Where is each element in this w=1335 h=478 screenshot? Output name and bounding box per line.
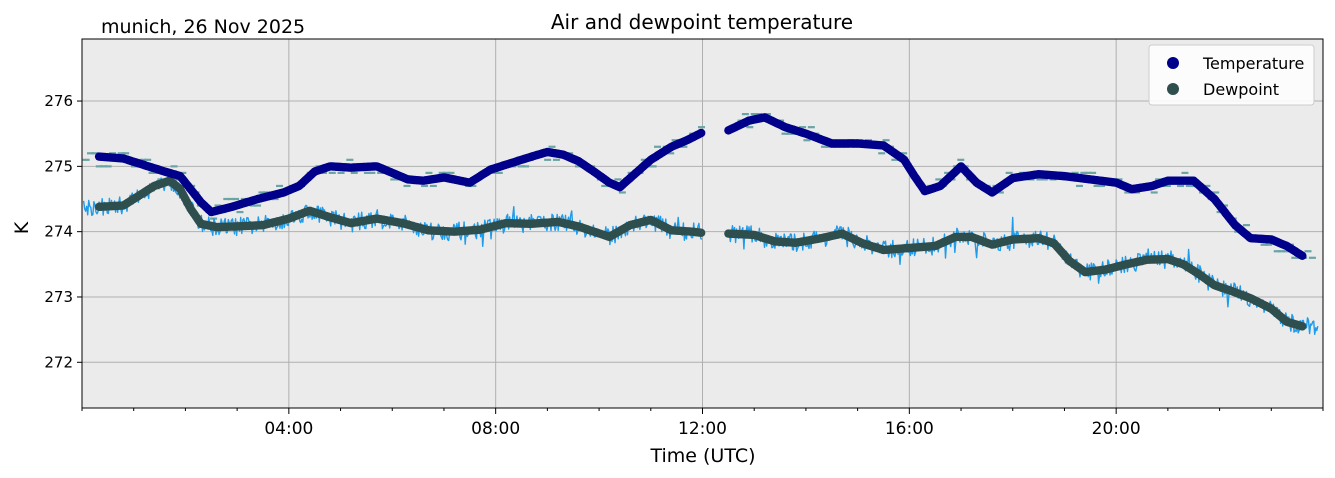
legend-label-temperature: Temperature: [1202, 54, 1304, 73]
dewpoint-point: [697, 228, 706, 237]
temperature-point: [697, 128, 706, 138]
temperature-point: [1298, 251, 1307, 261]
y-tick-label: 275: [44, 157, 73, 175]
legend: Temperature Dewpoint: [1148, 44, 1315, 106]
x-tick-label: 16:00: [885, 419, 934, 439]
x-tick-label: 20:00: [1092, 419, 1141, 439]
legend-label-dewpoint: Dewpoint: [1203, 80, 1279, 99]
y-tick-label: 273: [44, 288, 73, 306]
y-axis-label: K: [11, 221, 33, 234]
grid-layer: [82, 39, 1323, 408]
dewpoint-point: [1298, 322, 1307, 331]
legend-marker-temperature: [1167, 57, 1179, 69]
y-tick-label: 272: [44, 353, 73, 371]
legend-marker-dewpoint: [1167, 83, 1179, 95]
x-tick-label: 12:00: [678, 419, 727, 439]
chart-title: Air and dewpoint temperature: [551, 10, 853, 34]
x-tick-label: 04:00: [264, 419, 313, 439]
x-tick-label: 08:00: [471, 419, 520, 439]
axis-ticks-layer: 04:00 08:00 12:00 16:00 20:00 272 273 274 275 276: [44, 92, 1324, 439]
legend-box: [1148, 44, 1315, 106]
chart-subtitle: munich, 26 Nov 2025: [101, 16, 305, 38]
smoothed-series-layer: [94, 113, 1307, 331]
x-axis-label: Time (UTC): [649, 445, 755, 467]
y-tick-label: 274: [44, 223, 73, 241]
y-tick-label: 276: [44, 92, 73, 110]
